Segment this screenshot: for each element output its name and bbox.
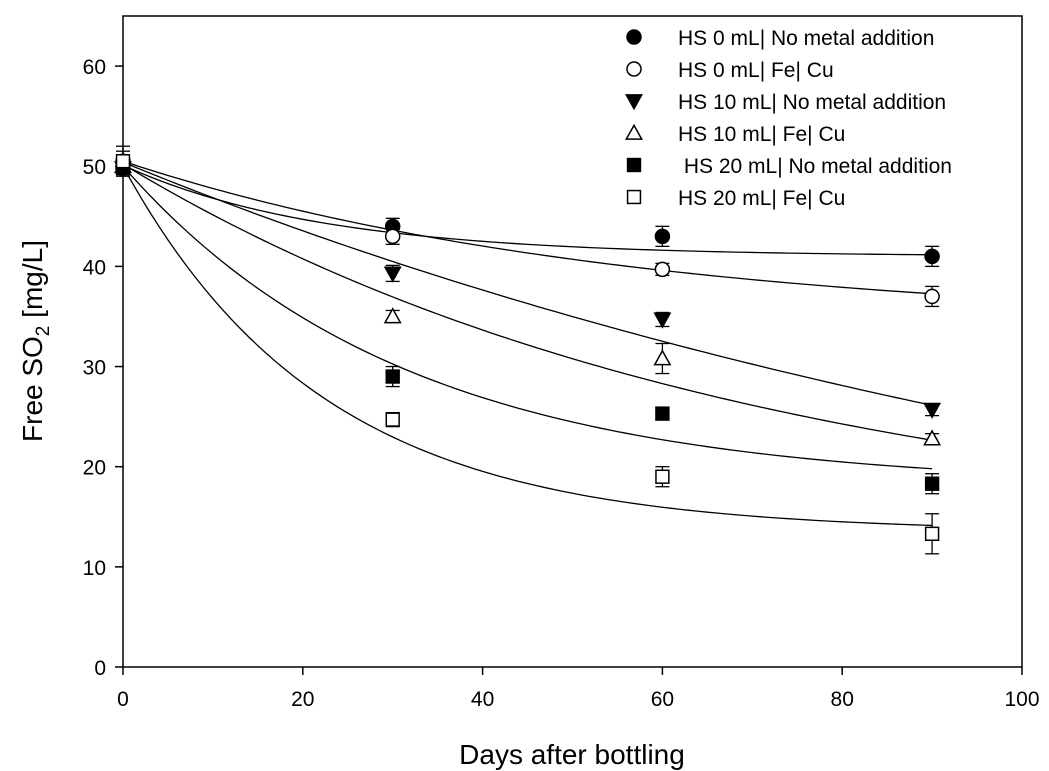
y-tick-label: 30 xyxy=(83,357,106,380)
x-tick-label: 60 xyxy=(651,688,674,711)
x-tick-label: 0 xyxy=(117,688,129,711)
y-tick-label: 40 xyxy=(83,256,106,279)
plot-area-border xyxy=(122,15,1023,668)
data-point xyxy=(383,266,402,283)
y-tick-label: 60 xyxy=(83,56,106,79)
data-point xyxy=(924,248,940,265)
data-point xyxy=(924,288,940,305)
data-point xyxy=(383,307,402,324)
data-point xyxy=(654,261,671,278)
data-point xyxy=(384,228,401,245)
x-axis: 0 20 40 60 80 100 xyxy=(117,667,1040,711)
data-point xyxy=(923,429,942,446)
y-axis-title-main: Free SO xyxy=(17,336,48,442)
data-point xyxy=(385,412,400,427)
legend-marker xyxy=(626,157,642,173)
fit-curve xyxy=(122,163,933,441)
data-point xyxy=(653,349,672,366)
legend-marker xyxy=(626,29,642,45)
y-tick-label: 0 xyxy=(94,657,106,680)
plot-frame xyxy=(122,15,1023,668)
legend-label: HS 20 mL| Fe| Cu xyxy=(678,187,845,210)
legend-marker xyxy=(626,61,642,77)
legend-label: HS 0 mL| No metal addition xyxy=(678,27,934,50)
y-axis-title-subscript: 2 xyxy=(33,326,54,337)
x-tick-label: 40 xyxy=(471,688,494,711)
y-tick-label: 50 xyxy=(83,156,106,179)
fit-curve xyxy=(122,165,933,527)
data-point xyxy=(654,228,671,245)
legend-label: HS 20 mL| No metal addition xyxy=(678,155,952,178)
legend-marker xyxy=(626,189,642,205)
x-axis-title: Days after bottling xyxy=(459,739,685,770)
x-tick-label: 80 xyxy=(831,688,854,711)
y-axis: 0 10 20 30 40 50 60 xyxy=(83,56,123,680)
data-point xyxy=(924,476,940,491)
y-tick-label: 20 xyxy=(83,457,106,480)
fit-curve xyxy=(122,160,933,295)
y-tick-label: 10 xyxy=(83,557,106,580)
legend-label: HS 10 mL| No metal addition xyxy=(678,91,946,114)
data-points xyxy=(114,153,942,541)
y-axis-title-units: [mg/L] xyxy=(17,240,48,326)
data-point xyxy=(655,406,670,421)
legend-label: HS 0 mL| Fe| Cu xyxy=(678,59,834,82)
data-point xyxy=(115,154,131,169)
legend-marker xyxy=(625,123,643,140)
legend: HS 0 mL| No metal addition HS 0 mL| Fe| C… xyxy=(625,27,952,210)
fit-curve xyxy=(122,164,933,256)
y-axis-title: Free SO2 [mg/L] xyxy=(17,240,54,442)
data-point xyxy=(655,469,670,484)
x-tick-label: 20 xyxy=(291,688,314,711)
fit-curve xyxy=(122,161,933,406)
fit-curve xyxy=(122,165,933,470)
data-point xyxy=(924,526,940,541)
legend-label: HS 10 mL| Fe| Cu xyxy=(678,123,845,146)
x-tick-label: 100 xyxy=(1004,688,1039,711)
data-point xyxy=(653,312,672,329)
fit-curves xyxy=(122,160,933,527)
data-point xyxy=(385,369,400,384)
legend-marker xyxy=(625,94,643,111)
data-point xyxy=(923,402,942,419)
